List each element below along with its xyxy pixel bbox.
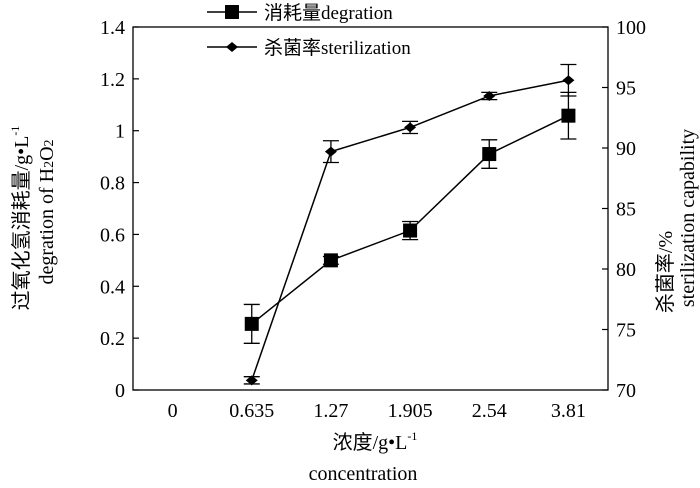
y-right-tick-label: 75 [616,320,636,342]
data-point-square [482,147,497,162]
x-tick-label: 2.54 [472,400,507,422]
series-line [251,115,569,325]
data-point-diamond [245,375,258,386]
y-right-axis-title: 杀菌率/% sterilization capability [654,129,699,313]
y-left-axis-title: 过氧化氢消耗量/g•L-1 degration of H2O2 [8,126,58,311]
data-point-square [403,223,418,238]
y-left-tick-label: 0.4 [100,276,125,298]
legend-label-degration: 消耗量degration [264,2,393,24]
data-point-square [561,108,576,123]
x-axis-title-en: concentration [309,463,418,485]
y-left-tick-label: 0 [115,380,125,402]
y-right-tick-label: 90 [616,138,636,160]
data-point-diamond [324,146,337,157]
y-right-tick-label: 80 [616,259,636,281]
data-point-diamond [562,75,575,86]
y-right-tick-label: 85 [616,199,636,221]
x-tick-label: 0 [168,400,178,422]
y-left-title-zh: 过氧化氢消耗量/g•L-1 [8,126,33,311]
y-left-tick-label: 0.2 [100,328,125,350]
x-tick-label: 1.27 [313,400,348,422]
legend-marker-square [225,5,239,19]
data-point-square [244,316,259,331]
y-right-tick-label: 95 [616,78,636,100]
legend-marker-diamond [226,42,238,52]
series-sterilization [243,63,577,386]
legend: 消耗量degration 杀菌率sterilization [207,2,411,59]
x-tick-label: 1.905 [388,400,433,422]
series-layer [243,63,577,386]
y-left-tick-label: 1 [115,121,125,143]
data-point-square [323,253,338,268]
y-left-tick-label: 1.4 [100,17,125,39]
y-right-tick-label: 100 [616,17,646,39]
tick-layer: 0 0.635 1.27 1.905 2.54 3.81 0 0.2 0.4 0.6 0.8 1 1.2… [100,17,646,422]
y-left-tick-label: 1.2 [100,69,125,91]
data-point-diamond [404,122,417,133]
x-tick-label: 3.81 [551,400,586,422]
plot-area [132,26,609,391]
x-axis-title: 浓度/g•L-1 concentration [309,429,418,485]
data-point-diamond [483,90,496,101]
y-left-title-en: degration of H2O2 [36,139,58,284]
legend-label-sterilization: 杀菌率sterilization [264,37,411,59]
x-tick-label: 0.635 [229,400,274,422]
y-right-title-en: sterilization capability [677,129,699,307]
y-left-tick-label: 0.8 [100,173,125,195]
y-left-tick-label: 0.6 [100,224,125,246]
x-axis-title-zh: 浓度/g•L-1 [333,429,418,454]
y-right-title-zh: 杀菌率/% [654,231,677,313]
y-right-tick-label: 70 [616,380,636,402]
series-degration [243,91,577,344]
